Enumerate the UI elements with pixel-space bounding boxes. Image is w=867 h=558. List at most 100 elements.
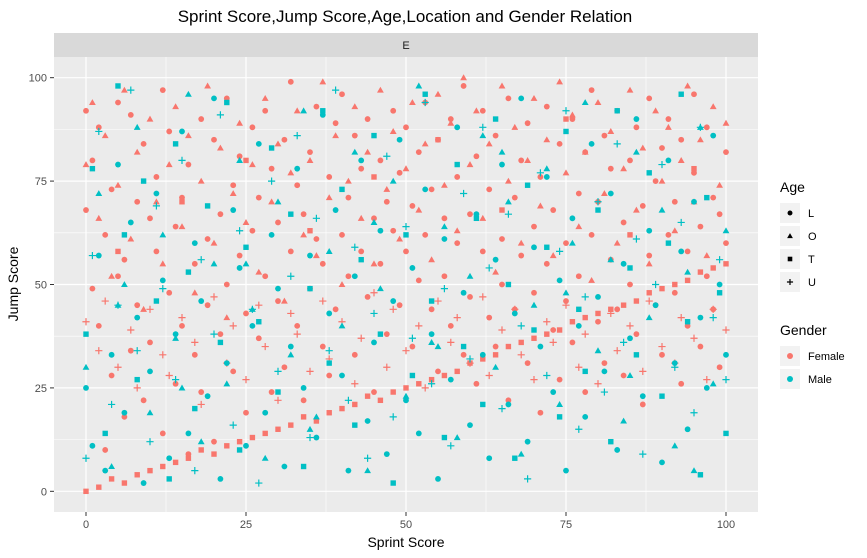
data-point <box>498 82 506 89</box>
data-point <box>422 231 429 238</box>
data-point <box>364 294 371 300</box>
data-point <box>594 198 602 206</box>
data-point <box>339 186 345 193</box>
data-point <box>403 124 409 131</box>
data-point <box>531 289 537 296</box>
data-point <box>697 472 704 478</box>
data-point <box>581 330 589 338</box>
data-point <box>364 116 371 122</box>
data-point <box>473 215 480 222</box>
data-point <box>89 285 96 292</box>
data-point <box>159 87 166 93</box>
data-point <box>230 207 237 213</box>
data-point <box>415 149 422 156</box>
data-point <box>102 231 109 238</box>
data-point <box>723 430 729 437</box>
data-point <box>659 393 665 399</box>
data-point <box>389 128 397 135</box>
data-point <box>460 83 467 89</box>
data-point <box>146 305 154 313</box>
data-point <box>89 99 96 106</box>
data-point <box>428 380 436 388</box>
legend-label-age-t: T <box>808 254 815 266</box>
data-point <box>479 248 486 255</box>
data-point <box>255 268 263 275</box>
data-point <box>479 123 487 131</box>
data-point <box>499 161 505 168</box>
data-point <box>466 161 474 168</box>
data-point <box>243 310 249 317</box>
data-point <box>480 401 486 408</box>
y-tick-label: 50 <box>35 280 47 292</box>
data-point <box>217 211 224 218</box>
data-point <box>460 351 467 358</box>
data-point <box>275 219 281 226</box>
data-point <box>307 149 313 156</box>
data-point <box>723 351 729 358</box>
data-point <box>262 107 269 114</box>
data-point <box>236 119 243 126</box>
data-point <box>358 157 365 164</box>
data-point <box>588 140 595 147</box>
gender-legend-title: Gender <box>780 322 827 338</box>
data-point <box>620 302 627 308</box>
data-point <box>152 202 160 210</box>
data-point <box>639 401 646 408</box>
data-point <box>409 343 416 350</box>
data-point <box>230 182 237 189</box>
data-point <box>242 376 250 384</box>
data-point <box>255 479 263 487</box>
data-point <box>415 322 423 330</box>
data-point <box>582 413 589 420</box>
data-point <box>569 215 576 222</box>
data-point <box>236 153 243 160</box>
data-point <box>645 260 653 267</box>
data-point <box>486 314 493 321</box>
data-point <box>441 236 448 242</box>
data-point <box>601 132 608 139</box>
data-point <box>262 430 268 437</box>
data-point <box>197 177 205 184</box>
data-point <box>563 116 569 122</box>
data-point <box>223 314 231 321</box>
data-point <box>658 342 666 351</box>
data-point <box>377 397 384 404</box>
data-point <box>300 211 307 218</box>
data-point <box>172 334 179 341</box>
data-point <box>229 190 237 197</box>
data-point <box>646 95 653 102</box>
data-point <box>325 347 333 355</box>
data-point <box>166 455 173 462</box>
data-point <box>626 372 634 379</box>
data-point <box>95 127 103 136</box>
data-point <box>274 198 282 205</box>
data-point <box>627 281 633 288</box>
data-point <box>306 433 314 442</box>
data-point <box>614 108 620 114</box>
data-point <box>127 326 135 334</box>
data-point <box>224 99 230 106</box>
data-point <box>325 194 333 201</box>
data-point <box>159 430 166 437</box>
data-point <box>517 239 525 246</box>
data-point <box>722 227 730 234</box>
data-point <box>332 207 339 213</box>
data-point <box>83 385 89 391</box>
data-point <box>434 90 442 97</box>
data-point <box>453 227 461 234</box>
data-point <box>236 157 243 163</box>
data-point <box>677 157 685 163</box>
data-point <box>690 334 698 342</box>
data-point <box>147 467 153 474</box>
data-point <box>223 380 231 387</box>
data-point <box>223 360 230 366</box>
data-point <box>166 289 173 296</box>
data-point <box>511 310 518 317</box>
data-point <box>504 210 512 218</box>
data-point <box>371 389 377 395</box>
data-point <box>677 218 685 227</box>
data-point <box>383 363 391 371</box>
data-point <box>447 119 455 126</box>
data-point <box>262 273 269 280</box>
